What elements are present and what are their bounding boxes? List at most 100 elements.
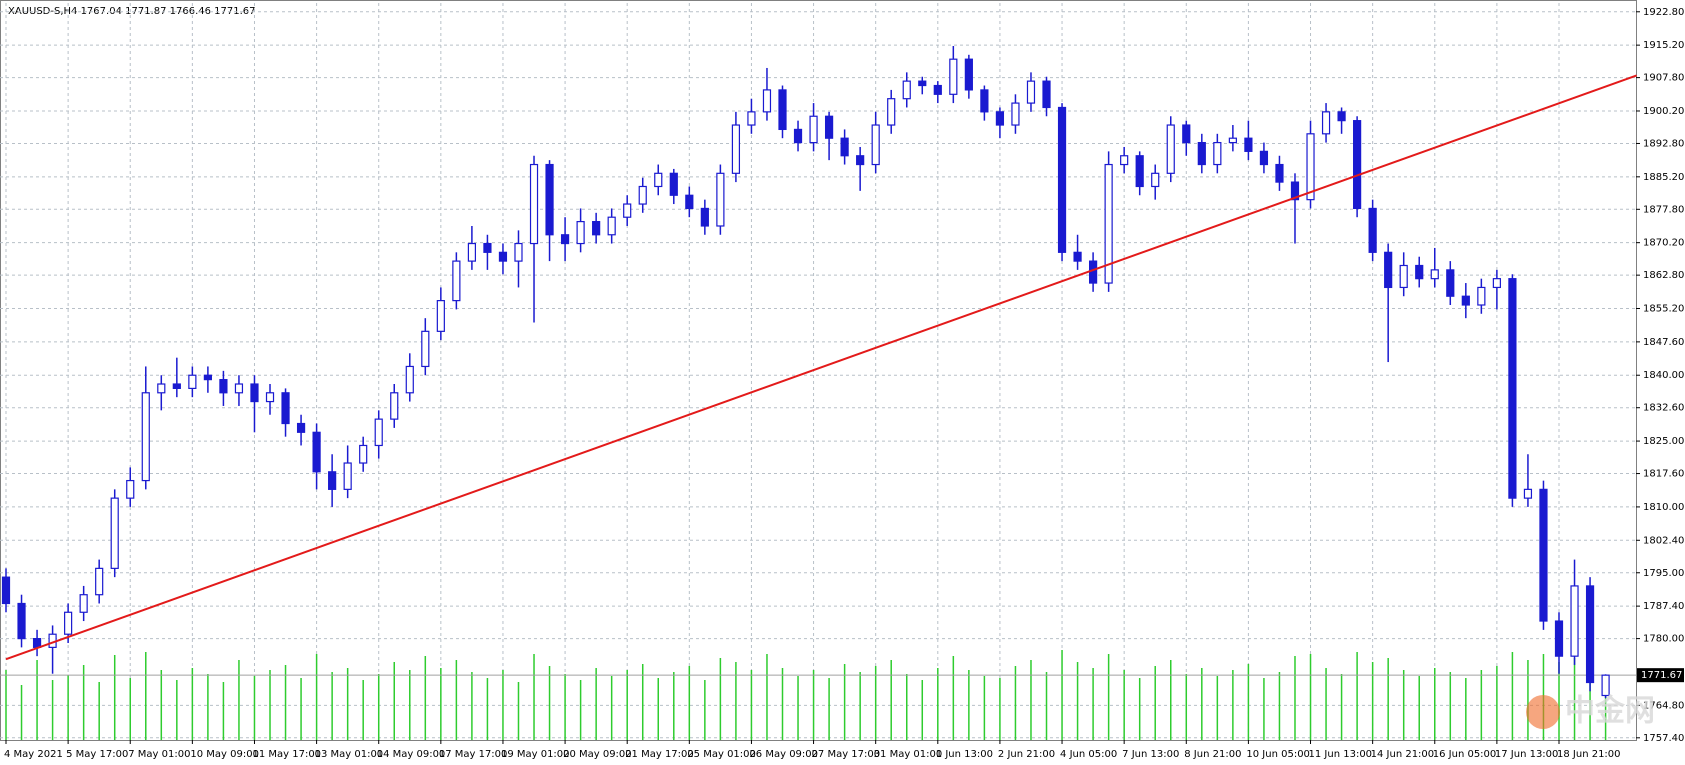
candle-body <box>529 163 539 245</box>
candle-body <box>1368 207 1377 253</box>
y-tick-label: 1922.80 <box>1643 7 1684 18</box>
candle-body <box>623 203 632 218</box>
candle-body <box>840 137 849 157</box>
candle-body <box>824 115 834 139</box>
candle-body <box>343 462 352 490</box>
candle-body <box>933 84 942 95</box>
candle-body <box>79 594 88 613</box>
candle-body <box>296 422 306 433</box>
price-label: 1771.67 <box>1641 670 1682 681</box>
y-tick-label: 1810.00 <box>1643 502 1684 513</box>
candle-body <box>638 185 647 205</box>
watermark-logo <box>1526 695 1560 729</box>
candle-body <box>1197 141 1206 166</box>
candle-body <box>1508 278 1517 499</box>
candle-body <box>669 172 678 196</box>
candle-body <box>902 80 911 100</box>
candle-body <box>1539 488 1548 622</box>
x-tick-label: 11 May 17:00 <box>252 749 321 760</box>
x-tick-label: 13 May 01:00 <box>315 749 384 760</box>
candle-body <box>328 471 337 490</box>
candle-body <box>405 365 414 394</box>
candle-body <box>172 383 181 389</box>
candle-body <box>1570 585 1579 657</box>
chart-title: XAUUSD-S,H4 1767.04 1771.87 1766.46 1771… <box>8 6 256 17</box>
candle-body <box>1057 106 1067 253</box>
candle-body <box>1430 269 1439 280</box>
candle-body <box>1415 264 1424 280</box>
candle-body <box>1088 260 1098 284</box>
candle-body <box>607 216 616 236</box>
x-tick-label: 5 May 17:00 <box>66 749 128 760</box>
candle-body <box>1492 278 1501 289</box>
candle-body <box>1384 251 1393 289</box>
candle-body <box>483 242 492 253</box>
y-tick-label: 1757.40 <box>1643 733 1684 744</box>
y-tick-label: 1847.60 <box>1643 337 1684 348</box>
candle-body <box>467 242 476 262</box>
candle-body <box>1306 133 1315 201</box>
candle-body <box>452 260 461 302</box>
candle-body <box>1120 155 1129 166</box>
candle-body <box>1585 585 1595 684</box>
candle-body <box>964 58 973 91</box>
y-tick-label: 1825.00 <box>1643 436 1684 447</box>
candle-body <box>949 58 958 95</box>
candle-body <box>809 115 818 144</box>
candle-body <box>1042 80 1051 109</box>
candle-body <box>747 111 756 126</box>
candle-body <box>312 431 321 473</box>
candle-body <box>64 611 73 635</box>
x-tick-label: 10 Jun 05:00 <box>1246 749 1310 760</box>
price-label-box <box>1637 668 1684 683</box>
x-tick-label: 31 May 01:00 <box>874 749 943 760</box>
candle-body <box>95 567 104 596</box>
y-tick-label: 1795.00 <box>1643 568 1684 579</box>
candle-body <box>188 374 197 389</box>
candle-body <box>1011 102 1020 126</box>
candle-body <box>871 124 880 166</box>
candle-body <box>700 207 709 227</box>
candle-body <box>374 418 383 447</box>
plot-frame <box>0 0 1637 741</box>
candle-body <box>576 220 585 245</box>
candle-body <box>514 242 523 262</box>
candle-body <box>560 234 570 245</box>
candle-body <box>390 392 399 420</box>
y-tick-label: 1840.00 <box>1643 370 1684 381</box>
x-tick-label: 14 May 09:00 <box>377 749 446 760</box>
x-tick-label: 8 Jun 21:00 <box>1184 749 1241 760</box>
candle-body <box>250 383 259 403</box>
candle-body <box>1244 137 1253 152</box>
candle-body <box>856 155 865 166</box>
candle-body <box>126 479 135 499</box>
x-tick-label: 19 May 01:00 <box>501 749 570 760</box>
candle-body <box>1166 124 1175 174</box>
candle-body <box>17 602 26 640</box>
y-tick-label: 1764.80 <box>1643 700 1684 711</box>
candle-body <box>436 300 445 332</box>
x-tick-label: 4 Jun 05:00 <box>1060 749 1117 760</box>
x-tick-label: 10 May 09:00 <box>190 749 259 760</box>
y-tick-label: 1892.80 <box>1643 138 1684 149</box>
candle-body <box>778 89 787 131</box>
candle-body <box>157 383 166 394</box>
candle-body <box>1601 674 1610 697</box>
y-tick-label: 1900.20 <box>1643 106 1684 117</box>
y-tick-label: 1802.40 <box>1643 535 1684 546</box>
candle-body <box>980 89 989 113</box>
candle-body <box>1182 124 1191 144</box>
candle-body <box>793 128 803 144</box>
candle-body <box>1104 163 1113 284</box>
x-tick-label: 11 Jun 13:00 <box>1309 749 1373 760</box>
candle-body <box>141 392 150 482</box>
x-tick-label: 20 May 09:00 <box>563 749 632 760</box>
x-tick-label: 17 Jun 13:00 <box>1495 749 1559 760</box>
y-tick-label: 1877.80 <box>1643 204 1684 215</box>
x-tick-label: 18 Jun 21:00 <box>1557 749 1621 760</box>
candle-body <box>32 638 42 648</box>
x-tick-label: 17 May 17:00 <box>439 749 508 760</box>
candle-body <box>203 374 212 381</box>
x-tick-label: 7 Jun 13:00 <box>1122 749 1179 760</box>
